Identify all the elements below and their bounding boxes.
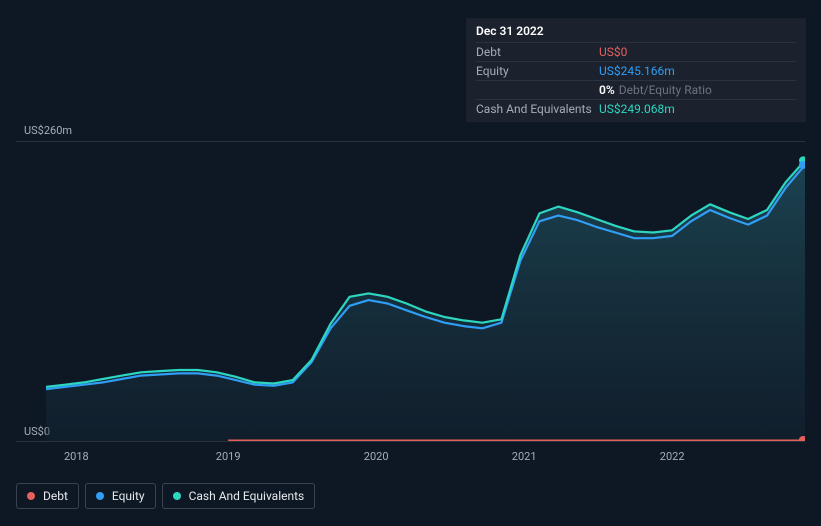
chart-svg bbox=[46, 148, 805, 441]
tooltip-ratio-pct: 0% bbox=[599, 83, 615, 97]
x-axis-label: 2021 bbox=[512, 450, 537, 463]
tooltip-row: EquityUS$245.166m bbox=[476, 61, 796, 80]
tooltip-ratio-label: Debt/Equity Ratio bbox=[619, 83, 712, 97]
tooltip-row: Cash And EquivalentsUS$249.068m bbox=[476, 99, 796, 118]
x-axis-label: 2020 bbox=[364, 450, 389, 463]
legend-item-debt[interactable]: Debt bbox=[16, 483, 79, 509]
tooltip-row-value: US$0 bbox=[599, 45, 627, 59]
tooltip-row-value: US$249.068m bbox=[599, 102, 675, 116]
legend-label: Cash And Equivalents bbox=[189, 489, 305, 503]
tooltip-row: 0% Debt/Equity Ratio bbox=[476, 80, 796, 99]
x-axis-label: 2022 bbox=[660, 450, 685, 463]
tooltip-row: DebtUS$0 bbox=[476, 42, 796, 61]
chart-plot-area[interactable] bbox=[46, 148, 805, 441]
y-axis-label-max: US$260m bbox=[24, 124, 72, 137]
x-axis-label: 2019 bbox=[216, 450, 241, 463]
gridline-top bbox=[16, 141, 805, 142]
legend-dot-icon bbox=[96, 492, 104, 500]
legend-item-equity[interactable]: Equity bbox=[85, 483, 156, 509]
chart-area-fill bbox=[46, 160, 805, 441]
tooltip-row-label bbox=[476, 83, 599, 97]
x-axis-label: 2018 bbox=[64, 450, 89, 463]
tooltip-row-label: Debt bbox=[476, 45, 599, 59]
legend-label: Debt bbox=[43, 489, 68, 503]
tooltip-row-value: US$245.166m bbox=[599, 64, 675, 78]
gridline-bottom bbox=[16, 441, 805, 442]
legend-dot-icon bbox=[173, 492, 181, 500]
tooltip-row-label: Equity bbox=[476, 64, 599, 78]
chart-tooltip: Dec 31 2022 DebtUS$0EquityUS$245.166m0%D… bbox=[466, 18, 806, 122]
legend-item-cash-and-equivalents[interactable]: Cash And Equivalents bbox=[162, 483, 316, 509]
tooltip-date: Dec 31 2022 bbox=[476, 24, 796, 38]
chart-legend: Debt Equity Cash And Equivalents bbox=[16, 483, 315, 509]
tooltip-row-label: Cash And Equivalents bbox=[476, 102, 599, 116]
legend-label: Equity bbox=[112, 489, 145, 503]
legend-dot-icon bbox=[27, 492, 35, 500]
